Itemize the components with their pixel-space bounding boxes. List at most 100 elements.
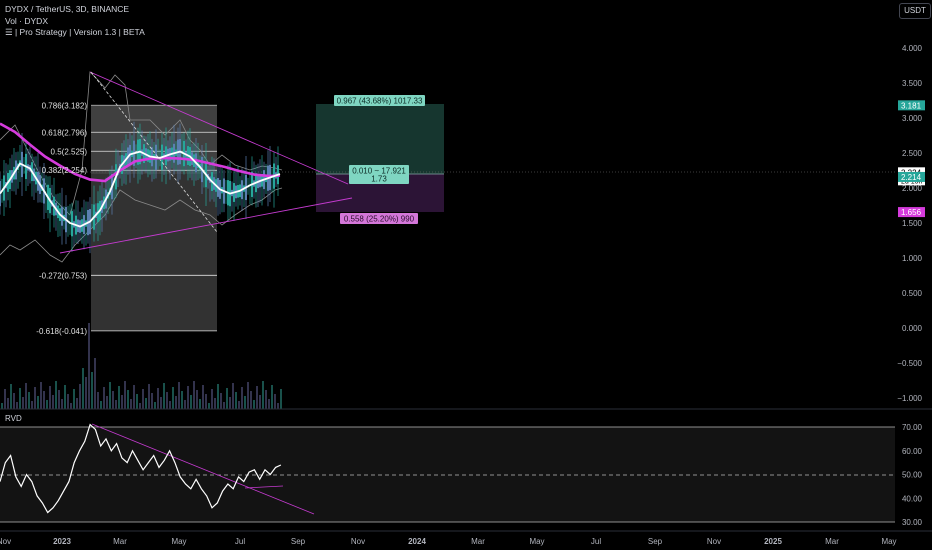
volume-bar [172,387,174,409]
volume-bar [211,389,213,409]
volume-bar [82,368,84,409]
volume-bar [187,386,189,409]
rvd-tick-label: 30.00 [902,518,923,527]
rvd-tick-label: 50.00 [902,471,923,480]
target-zone[interactable] [316,104,444,174]
time-tick-label: Jul [591,537,601,546]
rvd-pane-label: RVD [5,414,22,423]
price-marker-label: 2.214 [901,173,922,182]
price-tick-label: −1.000 [897,394,922,403]
volume-bar [58,390,60,409]
entry-label: 0.010 ~ 17.921 [352,167,406,176]
volume-bar [250,391,252,409]
rvd-tick-label: 60.00 [902,447,923,456]
time-tick-label: Sep [648,537,663,546]
volume-bar [61,399,63,409]
time-tick-label: 2024 [408,537,426,546]
volume-bar [112,391,114,409]
volume-bar [103,387,105,409]
trendline-lower [59,197,353,254]
volume-bar [130,399,132,409]
stop-label-box [340,213,418,224]
volume-bar [136,394,138,409]
rvd-line [0,423,282,514]
price-tick-label: 3.000 [902,114,923,123]
price-tick-label: 0.000 [902,324,923,333]
price-marker-box [898,171,925,182]
volume-bar [247,382,249,409]
fib-level-label: 0.786(3.182) [42,101,88,110]
volume-bar [37,396,39,409]
volume-bar [43,391,45,409]
volume-bars [1,323,282,409]
volume-bar [67,394,69,409]
volume-bar [1,403,3,409]
volume-bar [184,400,186,409]
trendline-upper [89,71,349,185]
volume-bar [19,388,21,409]
volume-bar [235,392,237,409]
volume-bar [259,395,261,409]
volume-bar [169,401,171,409]
volume-bar [106,396,108,409]
target-label-box [334,95,425,106]
volume-bar [52,395,54,409]
strategy-legend[interactable]: ☰ | Pro Strategy | Version 1.3 | BETA [5,27,145,37]
volume-bar [145,398,147,409]
price-tick-label: 2.500 [902,149,923,158]
stop-label: 0.558 (25.20%) 990 [344,215,415,224]
price-tick-label: −0.500 [897,359,922,368]
volume-bar [214,398,216,409]
volume-bar [73,389,75,409]
symbol-title[interactable]: DYDX / TetherUS, 3D, BINANCE [5,4,130,14]
volume-bar [208,403,210,409]
volume-bar [31,401,33,409]
volume-bar [139,403,141,409]
time-tick-label: May [881,537,896,546]
fib-level-label: 0.382(2.254) [42,166,88,175]
volume-bar [181,391,183,409]
volume-bar [142,389,144,409]
volume-bar [10,384,12,409]
volume-bar [232,383,234,409]
moving-average-line [0,122,281,183]
volume-bar [118,386,120,409]
currency-button[interactable]: USDT [899,3,931,19]
volume-bar [274,394,276,409]
volume-bar [220,393,222,409]
volume-bar [217,384,219,409]
volume-bar [13,393,15,409]
volume-bar [4,389,6,409]
volume-bar [205,394,207,409]
volume-bar [223,402,225,409]
entry-sublabel: 1.73 [371,175,387,184]
rvd-trendline [91,423,315,515]
time-tick-label: Mar [113,537,127,546]
volume-legend[interactable]: Vol · DYDX [5,16,48,26]
volume-bar [163,383,165,409]
volume-bar [256,386,258,409]
volume-bar [109,382,111,409]
volume-bar [49,386,51,409]
price-tick-label: 1.000 [902,254,923,263]
time-tick-label: Sep [291,537,306,546]
volume-bar [70,403,72,409]
volume-bar [262,381,264,409]
volume-bar [280,389,282,409]
time-tick-label: Mar [825,537,839,546]
time-axis: Nov 2023 Mar May Jul Sep Nov 2024 Mar May Jul Sep No… [0,537,897,546]
volume-bar [88,323,90,409]
price-marker-box [898,207,925,218]
volume-bar [244,396,246,409]
price-marker-label: 3.181 [901,101,922,110]
time-tick-label: 2023 [53,537,71,546]
time-tick-label: Mar [471,537,485,546]
volume-bar [133,385,135,409]
time-tick-label: 2025 [764,537,782,546]
volume-bar [46,400,48,409]
rvd-tick-label: 40.00 [902,494,923,503]
volume-bar [64,385,66,409]
volume-bar [193,381,195,409]
